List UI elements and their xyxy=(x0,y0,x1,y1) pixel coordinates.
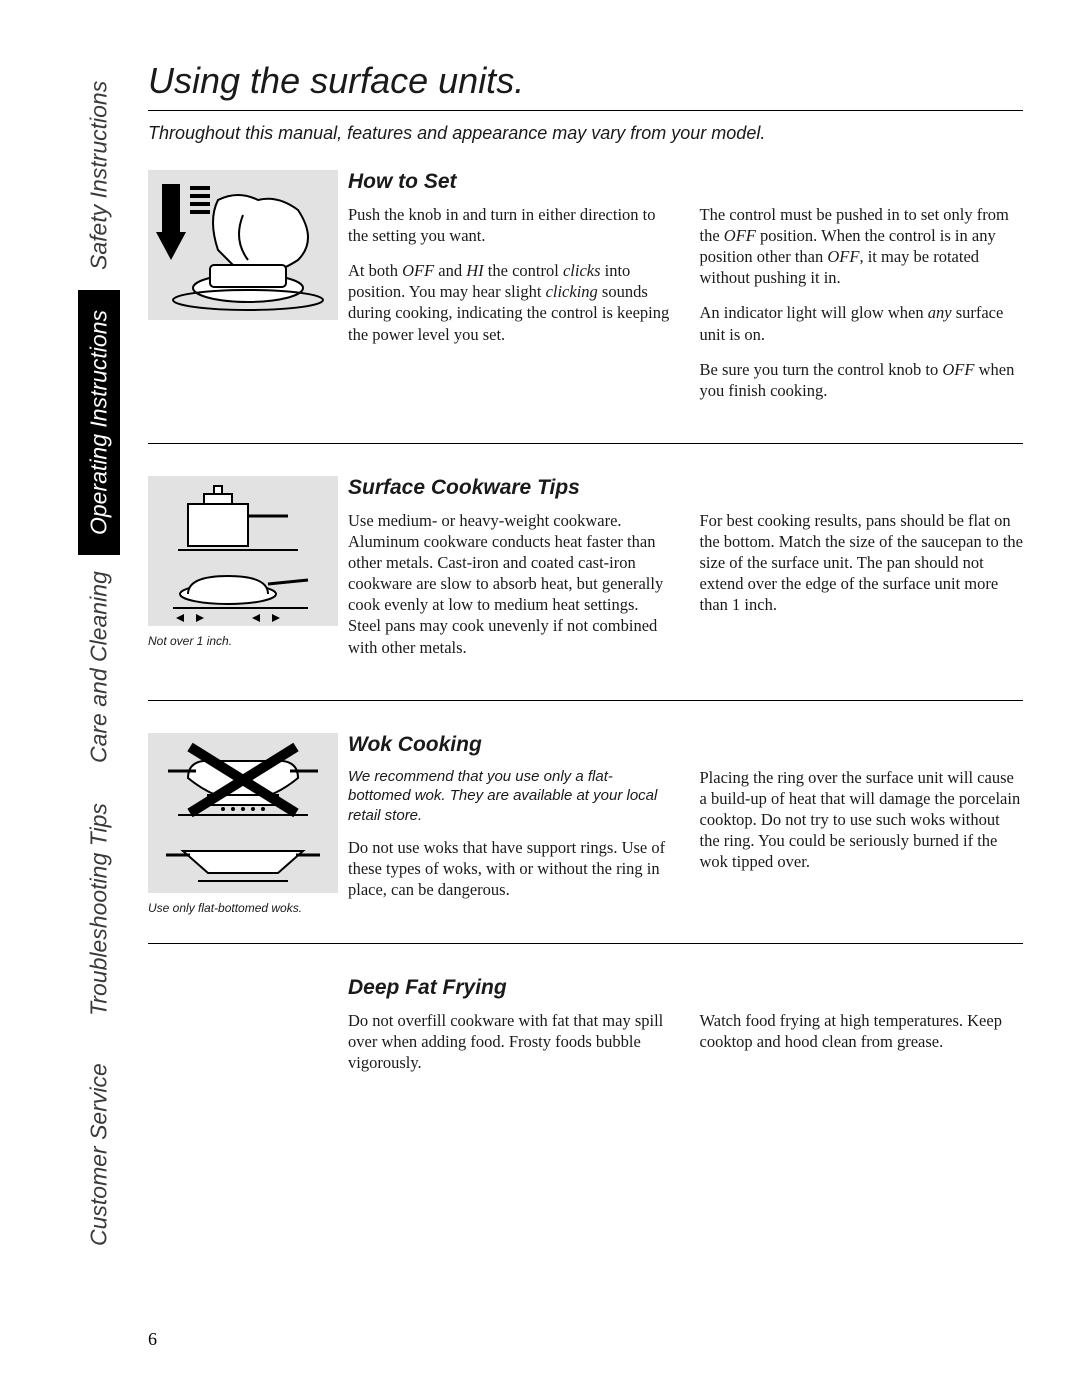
page-subtitle: Throughout this manual, features and app… xyxy=(148,123,1023,144)
side-tabs: Safety InstructionsOperating Instruction… xyxy=(78,60,126,1300)
tab-care-and-cleaning[interactable]: Care and Cleaning xyxy=(78,555,120,780)
cook-col2: For best cooking results, pans should be… xyxy=(700,476,1024,672)
wok-col2: Placing the ring over the surface unit w… xyxy=(700,733,1024,915)
tab-troubleshooting-tips[interactable]: Troubleshooting Tips xyxy=(78,780,120,1040)
page-number: 6 xyxy=(148,1329,157,1350)
cook-col1: Surface Cookware Tips Use medium- or hea… xyxy=(348,476,672,672)
tab-customer-service[interactable]: Customer Service xyxy=(78,1040,120,1270)
body-text: The control must be pushed in to set onl… xyxy=(700,204,1024,288)
fry-col1: Deep Fat Frying Do not overfill cookware… xyxy=(348,976,672,1087)
body-text: Be sure you turn the control knob to OFF… xyxy=(700,359,1024,401)
tab-operating-instructions[interactable]: Operating Instructions xyxy=(78,290,120,555)
body-text: Do not overfill cookware with fat that m… xyxy=(348,1010,672,1073)
tab-safety-instructions[interactable]: Safety Instructions xyxy=(78,60,120,290)
section-cookware: Not over 1 inch. Surface Cookware Tips U… xyxy=(148,476,1023,701)
fry-heading: Deep Fat Frying xyxy=(348,976,672,1000)
illustration-wok: Use only flat-bottomed woks. xyxy=(148,733,348,915)
wok-heading: Wok Cooking xyxy=(348,733,672,757)
how-col1: How to Set Push the knob in and turn in … xyxy=(348,170,672,415)
body-text: Watch food frying at high temperatures. … xyxy=(700,1010,1024,1052)
page-title: Using the surface units. xyxy=(148,60,1023,111)
content-area: Using the surface units. Throughout this… xyxy=(148,60,1023,1147)
pot-pan-icon xyxy=(148,476,338,626)
cook-heading: Surface Cookware Tips xyxy=(348,476,672,500)
body-text: Placing the ring over the surface unit w… xyxy=(700,767,1024,873)
wok-col1: Wok Cooking We recommend that you use on… xyxy=(348,733,672,915)
how-heading: How to Set xyxy=(348,170,672,194)
body-text: Use medium- or heavy-weight cookware. Al… xyxy=(348,510,672,658)
body-text: At both OFF and HI the control clicks in… xyxy=(348,260,672,344)
illustration-cookware: Not over 1 inch. xyxy=(148,476,348,672)
cookware-caption: Not over 1 inch. xyxy=(148,634,348,648)
knob-icon xyxy=(148,170,338,320)
section-wok: Use only flat-bottomed woks. Wok Cooking… xyxy=(148,733,1023,944)
wok-lead: We recommend that you use only a flat-bo… xyxy=(348,767,672,826)
section-frying: Deep Fat Frying Do not overfill cookware… xyxy=(148,976,1023,1115)
how-col1-body: Push the knob in and turn in either dire… xyxy=(348,204,672,345)
wok-cross-icon xyxy=(148,733,338,893)
manual-page: Safety InstructionsOperating Instruction… xyxy=(78,60,1023,1340)
body-text: For best cooking results, pans should be… xyxy=(700,510,1024,616)
illustration-knob xyxy=(148,170,348,415)
illustration-empty xyxy=(148,976,348,1087)
wok-caption: Use only flat-bottomed woks. xyxy=(148,901,348,915)
body-text: Push the knob in and turn in either dire… xyxy=(348,204,672,246)
how-col2: The control must be pushed in to set onl… xyxy=(700,170,1024,415)
body-text: Do not use woks that have support rings.… xyxy=(348,837,672,900)
section-how-to-set: How to Set Push the knob in and turn in … xyxy=(148,170,1023,444)
body-text: An indicator light will glow when any su… xyxy=(700,302,1024,344)
fry-col2: Watch food frying at high temperatures. … xyxy=(700,976,1024,1087)
